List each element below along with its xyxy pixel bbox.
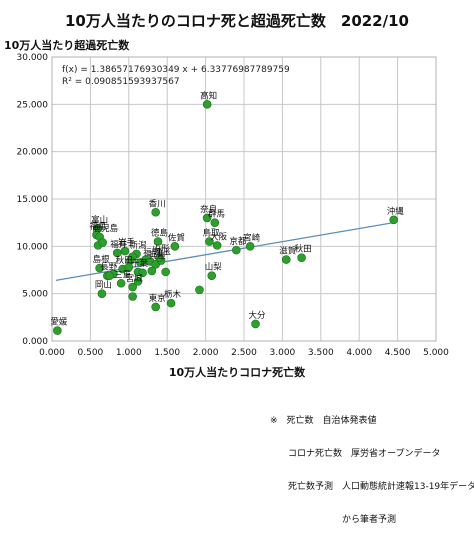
- chart-title: 10万人当たりのコロナ死と超過死亡数 2022/10: [65, 12, 409, 30]
- point-label: 長野: [100, 263, 118, 273]
- x-tick-label: 2.000: [193, 348, 219, 358]
- point-label: 鹿児島: [93, 223, 119, 234]
- x-tick-label: 3.000: [270, 348, 296, 358]
- data-point: [195, 285, 204, 295]
- data-point: [133, 277, 143, 286]
- data-point: [205, 237, 214, 246]
- point-label: 島根: [93, 254, 111, 265]
- x-tick-label: 5.000: [423, 348, 449, 358]
- x-tick-label: 1.500: [154, 348, 180, 358]
- trend-r2: R² = 0.090851593937567: [62, 77, 180, 87]
- data-point: [151, 207, 160, 217]
- point-label: 三重: [114, 269, 132, 280]
- point-label: 埼玉: [154, 247, 172, 258]
- x-axis-label: 10万人当たりコロナ死亡数: [168, 366, 306, 379]
- data-point: [120, 246, 130, 256]
- point-label: 京都: [229, 236, 247, 247]
- data-point: [128, 292, 137, 301]
- x-tick-label: 1.000: [116, 348, 142, 358]
- data-point: [53, 326, 62, 335]
- point-label: 新潟: [129, 240, 147, 251]
- point-label: 岡山: [95, 280, 112, 291]
- point-label: 東京: [149, 293, 166, 304]
- scatter-chart: 0.000 5.000 10.000 15.000 20.000 25.000 30.000…: [17, 53, 450, 358]
- y-tick-label: 25.000: [17, 100, 49, 110]
- x-tick-label: 4.500: [385, 348, 411, 358]
- data-point: [151, 302, 160, 312]
- data-point: [105, 271, 114, 280]
- point-label: 山梨: [205, 262, 223, 273]
- point-label: 愛媛: [50, 317, 68, 328]
- point-label: 秋田: [295, 244, 312, 255]
- point-label: 滋賀: [279, 246, 297, 257]
- data-point: [147, 266, 157, 276]
- data-point: [212, 241, 222, 250]
- data-point: [138, 268, 147, 278]
- y-tick-label: 30.000: [17, 53, 49, 63]
- note-line: から筆者予測: [270, 515, 397, 525]
- point-label: 富山: [91, 214, 108, 225]
- data-point: [210, 218, 220, 227]
- data-point: [153, 237, 163, 246]
- point-label: 沖縄: [387, 206, 405, 217]
- point-label: 宮城: [126, 273, 144, 284]
- point-label: 福島: [90, 221, 108, 232]
- note-line: 死亡数予測 人口動態統計速報13-19年データ: [270, 482, 474, 492]
- point-label: 徳島: [151, 228, 169, 239]
- y-tick-label: 10.000: [17, 242, 49, 252]
- data-point: [202, 100, 212, 109]
- data-point: [245, 242, 255, 251]
- data-point: [170, 242, 180, 251]
- x-tick-label: 4.000: [346, 348, 372, 358]
- trend-equation: f(x) = 1.38657176930349 x + 6.3377698778…: [62, 65, 290, 75]
- note-line: ※ 死亡数 自治体発表値: [270, 416, 377, 426]
- point-label: 奈良: [200, 204, 218, 215]
- y-tick-label: 15.000: [17, 195, 49, 205]
- data-point: [207, 271, 217, 280]
- point-label: 鳥取: [202, 228, 220, 239]
- point-label: 高知: [200, 90, 217, 101]
- y-tick-label: 5.000: [22, 290, 48, 300]
- data-point: [98, 238, 107, 247]
- point-label: 福岡: [143, 247, 160, 258]
- point-label: 大阪: [210, 231, 228, 242]
- source-notes: ※ 死亡数 自治体発表値 コロナ死亡数 厚労省オープンデータ 死亡数予測 人口動…: [270, 394, 474, 537]
- point-label: 千葉: [131, 258, 149, 269]
- note-line: コロナ死亡数 厚労省オープンデータ: [270, 449, 441, 459]
- data-point: [166, 298, 176, 308]
- point-label: 山形: [153, 244, 171, 255]
- y-tick-label: 0.000: [22, 337, 48, 347]
- data-point: [202, 213, 212, 223]
- point-label: 栃木: [164, 289, 182, 300]
- data-point: [155, 253, 164, 262]
- data-point: [232, 245, 241, 255]
- x-tick-label: 0.000: [39, 348, 65, 358]
- y-axis-label: 10万人当たり超過死亡数: [4, 39, 130, 52]
- point-label: 福井: [110, 239, 127, 250]
- data-point: [161, 267, 170, 277]
- data-point: [124, 262, 134, 272]
- point-label: 大分: [249, 310, 267, 321]
- data-point: [128, 282, 137, 292]
- data-point: [97, 289, 107, 298]
- point-label: 宮崎: [243, 232, 261, 243]
- x-tick-label: 2.500: [231, 348, 257, 358]
- x-tick-label: 3.500: [308, 348, 334, 358]
- point-label: 兵庫: [149, 250, 167, 261]
- point-label: 佐賀: [168, 232, 186, 243]
- data-point: [297, 253, 306, 262]
- y-tick-label: 20.000: [17, 148, 49, 158]
- data-point: [116, 278, 126, 288]
- point-label: 群馬: [208, 209, 225, 220]
- x-tick-label: 0.500: [78, 348, 104, 358]
- data-point: [389, 215, 399, 225]
- point-label: 香川: [149, 198, 166, 209]
- data-point: [251, 319, 260, 329]
- point-label: 秋田: [116, 255, 133, 266]
- point-label: 岩手: [118, 237, 136, 248]
- data-point: [95, 263, 104, 273]
- data-point: [281, 255, 291, 264]
- plot-area: [51, 56, 437, 342]
